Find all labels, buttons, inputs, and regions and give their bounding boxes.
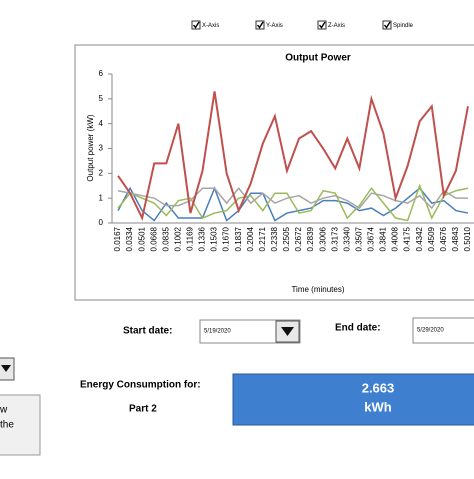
x-tick-label: 0.1503 <box>210 226 219 251</box>
checkbox[interactable] <box>317 20 327 30</box>
x-tick-label: 0.3507 <box>354 226 363 251</box>
check-mark <box>383 21 391 29</box>
x-tick-label: 0.3841 <box>379 226 388 251</box>
x-tick-label: 0.2505 <box>282 226 291 251</box>
dropdown-arrow <box>281 327 294 336</box>
checkbox-label: Y-Axis <box>266 23 283 29</box>
energy-unit: kWh <box>364 399 392 414</box>
start-label: Start date: <box>123 326 172 337</box>
part-label: Part 2 <box>129 404 157 415</box>
x-tick-label: 0.2338 <box>270 226 279 251</box>
x-tick-label: 0.2839 <box>306 226 315 251</box>
y-tick-label: 0 <box>99 218 104 227</box>
x-tick-label: 0.5010 <box>463 226 472 251</box>
x-tick-label: 0.3340 <box>342 226 351 251</box>
left-button-text: the <box>0 420 14 431</box>
checkbox[interactable] <box>255 20 265 30</box>
x-tick-label: 0.3006 <box>318 226 327 251</box>
y-tick-label: 3 <box>99 144 104 153</box>
x-tick-label: 0.0501 <box>137 226 146 251</box>
check-mark <box>256 21 264 29</box>
x-tick-label: 0.0334 <box>125 226 134 251</box>
x-tick-label: 0.0167 <box>113 226 122 251</box>
x-tick-label: 0.3173 <box>330 226 339 251</box>
dropdown-arrow <box>1 365 11 372</box>
left-button-text: w <box>0 405 8 416</box>
energy-value: 2.663 <box>362 380 395 395</box>
series-line <box>117 91 469 222</box>
chart-title: Output Power <box>285 53 351 64</box>
x-tick-label: 0.0668 <box>149 226 158 251</box>
checkbox-label: Spindle <box>393 23 414 29</box>
x-tick-label: 0.1336 <box>198 226 207 251</box>
y-tick-label: 6 <box>99 69 104 78</box>
checkbox-label: X-Axis <box>202 23 219 29</box>
x-tick-label: 0.4676 <box>439 226 448 251</box>
end-value: 5/29/2020 <box>417 328 444 334</box>
x-tick-label: 0.4175 <box>403 226 412 251</box>
x-tick-label: 0.4342 <box>415 226 424 251</box>
y-axis-label: Output power (kW) <box>86 114 95 181</box>
series-line <box>117 187 468 210</box>
x-axis-label: Time (minutes) <box>291 285 344 294</box>
chart-frame <box>74 44 474 301</box>
x-tick-label: 0.1837 <box>234 226 243 251</box>
x-tick-label: 0.2171 <box>258 226 267 251</box>
start-value: 5/19/2020 <box>204 329 231 335</box>
end-field[interactable] <box>412 317 474 344</box>
start-dropdown[interactable] <box>199 319 301 344</box>
x-tick-label: 0.4509 <box>427 226 436 251</box>
x-tick-label: 0.1169 <box>186 226 195 250</box>
checkbox-label: Z-Axis <box>328 23 345 29</box>
checkbox[interactable] <box>191 20 201 30</box>
x-tick-label: 0.1670 <box>222 226 231 251</box>
x-tick-label: 0.2004 <box>246 226 255 251</box>
series-line <box>117 186 469 222</box>
checkbox[interactable] <box>382 20 392 30</box>
series-line <box>117 183 469 222</box>
y-tick-label: 2 <box>99 168 104 177</box>
x-tick-label: 0.2672 <box>294 226 303 251</box>
end-label: End date: <box>335 323 381 334</box>
energy-box <box>232 373 474 426</box>
left-button[interactable] <box>0 394 41 456</box>
x-tick-label: 0.4008 <box>391 226 400 251</box>
x-tick-label: 0.1002 <box>173 226 182 251</box>
y-tick-label: 5 <box>99 94 104 103</box>
check-mark <box>192 21 200 29</box>
y-tick-label: 4 <box>99 119 104 128</box>
check-mark <box>318 21 326 29</box>
x-tick-label: 0.3674 <box>367 226 376 251</box>
x-tick-label: 0.4843 <box>451 226 460 251</box>
y-tick-label: 1 <box>99 193 104 202</box>
x-tick-label: 0.0835 <box>161 226 170 251</box>
energy-label: Energy Consumption for: <box>80 380 201 391</box>
